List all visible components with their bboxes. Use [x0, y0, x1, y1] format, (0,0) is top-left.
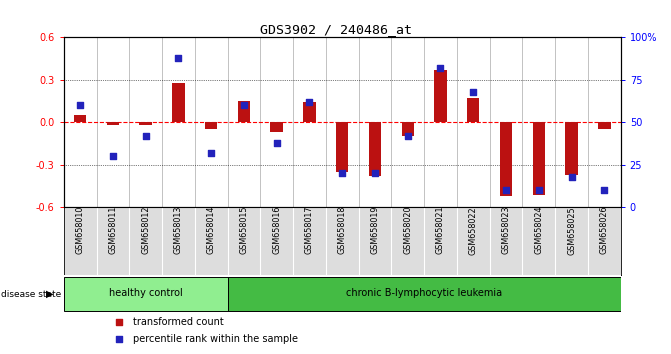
Point — [114, 337, 125, 342]
Point — [599, 188, 610, 193]
Bar — [434, 70, 447, 122]
Bar — [227, 277, 621, 311]
Text: chronic B-lymphocytic leukemia: chronic B-lymphocytic leukemia — [346, 289, 502, 298]
Point — [533, 188, 544, 193]
Point — [566, 174, 577, 179]
Bar — [565, 122, 578, 175]
Point — [239, 102, 250, 108]
Point — [173, 55, 184, 61]
Bar — [303, 102, 315, 122]
Text: disease state: disease state — [1, 290, 62, 299]
Text: transformed count: transformed count — [134, 318, 224, 327]
Bar — [598, 122, 611, 129]
Point — [271, 140, 282, 145]
Bar — [500, 122, 512, 196]
Point — [114, 320, 125, 325]
Bar — [401, 122, 414, 136]
Text: healthy control: healthy control — [109, 289, 183, 298]
Point — [206, 150, 217, 156]
Text: GDS3902 / 240486_at: GDS3902 / 240486_at — [260, 23, 411, 36]
Point — [370, 171, 380, 176]
Point — [74, 102, 85, 108]
Bar — [172, 82, 185, 122]
Bar — [336, 122, 348, 172]
Bar — [533, 122, 545, 195]
Point — [435, 65, 446, 71]
Point — [403, 133, 413, 139]
Text: percentile rank within the sample: percentile rank within the sample — [134, 335, 299, 344]
Point — [107, 154, 118, 159]
Bar — [74, 115, 87, 122]
Bar — [64, 277, 227, 311]
Bar — [140, 122, 152, 125]
Bar — [107, 122, 119, 125]
Text: ▶: ▶ — [46, 289, 53, 299]
Point — [304, 99, 315, 105]
Bar — [369, 122, 381, 176]
Point — [140, 133, 151, 139]
Bar — [467, 98, 480, 122]
Point — [468, 89, 478, 95]
Point — [337, 171, 348, 176]
Bar — [270, 122, 283, 132]
Bar — [238, 101, 250, 122]
Point — [501, 188, 511, 193]
Bar — [205, 122, 217, 129]
